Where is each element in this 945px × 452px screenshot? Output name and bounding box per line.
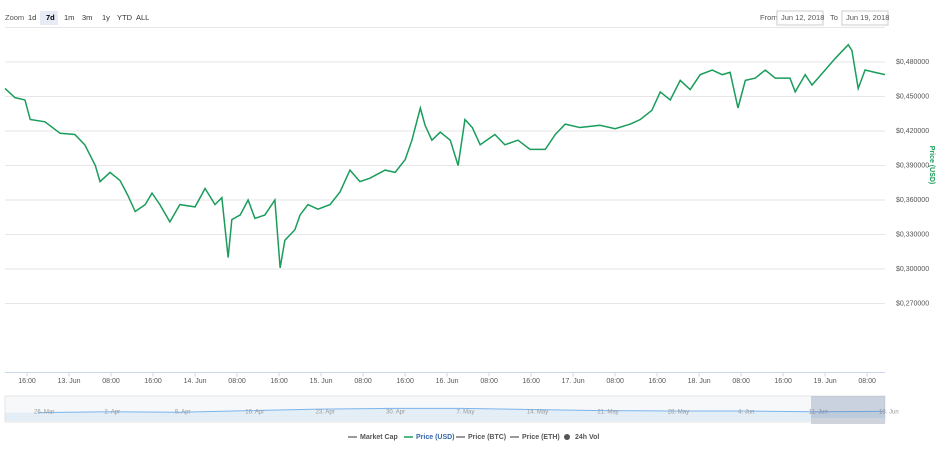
navigator-label: 14. May bbox=[527, 410, 548, 416]
x-tick-label: 16:00 bbox=[522, 378, 540, 385]
navigator-label: 2. Apr bbox=[104, 410, 120, 416]
zoom-button[interactable]: 1y bbox=[102, 13, 110, 22]
x-tick-label: 18. Jun bbox=[688, 378, 711, 385]
x-tick-label: 08:00 bbox=[480, 378, 498, 385]
from-value[interactable]: Jun 12, 2018 bbox=[781, 13, 824, 22]
navigator-label: 4. Jun bbox=[738, 410, 754, 416]
x-tick-label: 16. Jun bbox=[436, 378, 459, 385]
x-tick-label: 08:00 bbox=[732, 378, 750, 385]
y-tick-label: $0,360000 bbox=[896, 197, 929, 204]
x-tick-label: 16:00 bbox=[18, 378, 36, 385]
x-tick-label: 16:00 bbox=[774, 378, 792, 385]
x-tick-label: 08:00 bbox=[858, 378, 876, 385]
x-tick-label: 08:00 bbox=[354, 378, 372, 385]
x-tick-label: 14. Jun bbox=[184, 378, 207, 385]
to-value[interactable]: Jun 19, 2018 bbox=[846, 13, 889, 22]
y-tick-label: $0,330000 bbox=[896, 231, 929, 238]
price-line bbox=[4, 43, 886, 268]
navigator-label: 7. May bbox=[457, 410, 475, 416]
to-label: To bbox=[830, 13, 838, 22]
navigator-label: 16. Apr bbox=[245, 410, 264, 416]
zoom-button[interactable]: 3m bbox=[82, 13, 92, 22]
y-tick-label: $0,300000 bbox=[896, 266, 929, 273]
y-axis-title: Price (USD) bbox=[928, 146, 935, 185]
from-input[interactable] bbox=[776, 10, 824, 26]
navigator-label: 18. Jun bbox=[879, 410, 899, 416]
x-tick-label: 16:00 bbox=[648, 378, 666, 385]
legend-entry[interactable]: Price (BTC) bbox=[468, 434, 506, 441]
y-tick-label: $0,390000 bbox=[896, 162, 929, 169]
zoom-button[interactable]: 1m bbox=[64, 13, 74, 22]
y-tick-label: $0,480000 bbox=[896, 59, 929, 66]
x-tick-label: 08:00 bbox=[102, 378, 120, 385]
navigator-label: 30. Apr bbox=[386, 410, 405, 416]
zoom-button[interactable]: 7d bbox=[46, 13, 55, 22]
navigator-scrollbar[interactable] bbox=[811, 418, 885, 424]
x-tick-label: 19. Jun bbox=[814, 378, 837, 385]
legend-entry[interactable]: Price (ETH) bbox=[522, 434, 560, 441]
x-tick-label: 13. Jun bbox=[58, 378, 81, 385]
navigator-label: 26. Mar bbox=[34, 410, 54, 416]
legend-entry[interactable]: 24h Vol bbox=[575, 434, 599, 441]
navigator-label: 23. Apr bbox=[316, 410, 335, 416]
x-tick-label: 16:00 bbox=[144, 378, 162, 385]
zoom-button[interactable]: YTD bbox=[117, 13, 133, 22]
x-tick-label: 15. Jun bbox=[310, 378, 333, 385]
x-tick-label: 16:00 bbox=[270, 378, 288, 385]
zoom-button[interactable]: 1d bbox=[28, 13, 36, 22]
y-tick-label: $0,420000 bbox=[896, 128, 929, 135]
navigator-mask[interactable] bbox=[811, 396, 885, 422]
zoom-label: Zoom bbox=[5, 13, 24, 22]
navigator-label: 11. Jun bbox=[809, 410, 828, 416]
legend-icon bbox=[564, 434, 570, 440]
legend-entry[interactable]: Price (USD) bbox=[416, 434, 455, 441]
x-tick-label: 17. Jun bbox=[562, 378, 585, 385]
navigator-label: 28. May bbox=[668, 410, 689, 416]
navigator-label: 21. May bbox=[597, 410, 618, 416]
legend-entry[interactable]: Market Cap bbox=[360, 434, 398, 441]
x-tick-label: 08:00 bbox=[228, 378, 246, 385]
zoom-button[interactable]: ALL bbox=[136, 13, 149, 22]
x-tick-label: 16:00 bbox=[396, 378, 414, 385]
zoom-button-bg[interactable] bbox=[40, 11, 58, 25]
y-tick-label: $0,270000 bbox=[896, 300, 929, 307]
navigator[interactable] bbox=[4, 395, 886, 423]
from-label: From bbox=[760, 13, 778, 22]
navigator-label: 9. Apr bbox=[175, 410, 191, 416]
y-tick-label: $0,450000 bbox=[896, 93, 929, 100]
to-input[interactable] bbox=[841, 10, 889, 26]
x-tick-label: 08:00 bbox=[606, 378, 624, 385]
navigator-line bbox=[37, 407, 884, 414]
